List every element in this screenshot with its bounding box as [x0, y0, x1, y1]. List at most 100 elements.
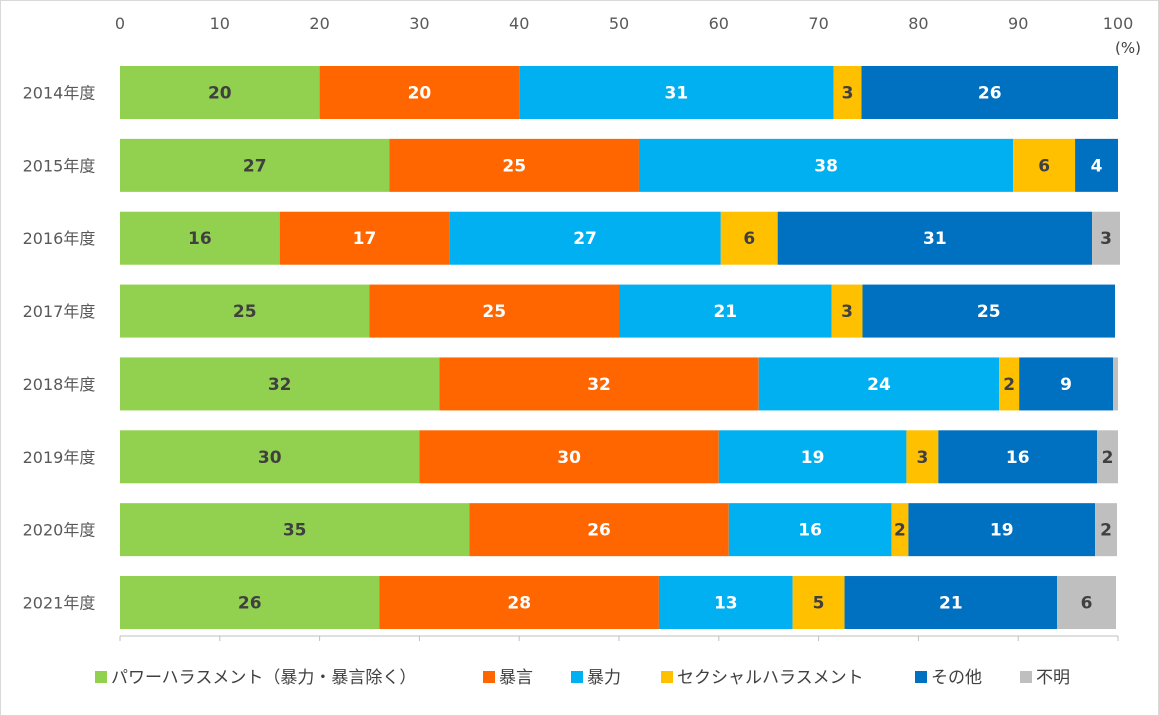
data-label: 26	[978, 84, 1002, 104]
data-label: 21	[939, 594, 963, 614]
bar-segment	[906, 430, 939, 484]
data-label: 3	[841, 302, 853, 322]
bar-segment	[862, 284, 1116, 338]
data-label: 3	[916, 448, 928, 468]
legend-label: セクシャルハラスメント	[677, 668, 864, 688]
x-tick-label: 0	[115, 14, 125, 33]
bar-segment	[1057, 576, 1117, 630]
bar-segment	[319, 66, 520, 119]
bar-segment	[844, 576, 1058, 630]
x-tick-label: 40	[509, 14, 529, 33]
bar-segment	[1095, 503, 1118, 557]
data-label: 21	[713, 302, 737, 322]
legend-swatch	[483, 671, 495, 683]
bar-segment	[1019, 357, 1114, 411]
legend-label: その他	[931, 668, 982, 688]
category-label: 2016年度	[23, 229, 96, 248]
category-label: 2018年度	[23, 375, 96, 394]
bar-segment	[861, 66, 1118, 119]
data-label: 2	[894, 521, 906, 541]
bar-segment	[1013, 138, 1076, 192]
bar-segment	[720, 211, 778, 265]
legend-swatch	[571, 671, 583, 683]
bar-segment	[120, 357, 440, 411]
bar-segment	[938, 430, 1098, 484]
data-label: 27	[573, 229, 597, 249]
legend-swatch	[1020, 671, 1032, 683]
category-label: 2014年度	[23, 84, 96, 103]
legend-label: パワーハラスメント（暴力・暴言除く）	[111, 668, 416, 688]
category-label: 2021年度	[23, 594, 96, 613]
bar-segment	[439, 357, 759, 411]
bar-segment	[831, 284, 863, 338]
bar-segment	[469, 503, 729, 557]
bar-segment	[1092, 211, 1120, 265]
data-label: 9	[1060, 375, 1072, 395]
category-label: 2020年度	[23, 521, 96, 540]
data-label: 25	[233, 302, 257, 322]
data-label: 30	[557, 448, 581, 468]
legend-swatch	[915, 671, 927, 683]
bar-segment	[891, 503, 909, 557]
data-label: 6	[1038, 156, 1050, 176]
x-tick-label: 50	[609, 14, 629, 33]
bar-segment	[718, 430, 907, 484]
x-tick-label: 90	[1008, 14, 1028, 33]
data-label: 20	[208, 84, 232, 104]
bar-segment	[792, 576, 845, 630]
bar-segment	[638, 138, 1014, 192]
data-label: 16	[188, 229, 212, 249]
data-label: 20	[408, 84, 432, 104]
data-label: 6	[743, 229, 755, 249]
bar-segment	[908, 503, 1096, 557]
legend-swatch	[661, 671, 673, 683]
bar-segment	[658, 576, 793, 630]
data-label: 26	[238, 594, 262, 614]
data-label: 26	[587, 521, 611, 541]
data-label: 2	[1003, 375, 1015, 395]
bar-segment	[777, 211, 1093, 265]
bar-segment	[120, 576, 380, 630]
bar-segment	[120, 66, 320, 119]
data-label: 19	[801, 448, 825, 468]
bar-segment	[999, 357, 1020, 411]
bar-segment	[419, 430, 719, 484]
data-label: 3	[842, 84, 854, 104]
data-label: 24	[867, 375, 891, 395]
category-label: 2015年度	[23, 156, 96, 175]
category-label: 2019年度	[23, 448, 96, 467]
category-label: 2017年度	[23, 302, 96, 321]
bar-segment	[120, 503, 470, 557]
x-tick-label: 100	[1103, 14, 1134, 33]
data-label: 5	[813, 594, 825, 614]
legend-label: 暴言	[499, 668, 533, 688]
bar-segment	[728, 503, 892, 557]
data-label: 4	[1091, 156, 1103, 176]
x-tick-label: 80	[908, 14, 928, 33]
x-tick-label: 30	[409, 14, 429, 33]
data-label: 31	[923, 229, 947, 249]
bar-segment	[1097, 430, 1118, 484]
data-label: 16	[1006, 448, 1030, 468]
bar-segment	[1075, 138, 1118, 192]
data-label: 13	[714, 594, 738, 614]
data-label: 25	[482, 302, 506, 322]
bar-segment	[619, 284, 832, 338]
data-label: 3	[1100, 229, 1112, 249]
data-label: 38	[814, 156, 838, 176]
bar-segment	[519, 66, 834, 119]
bar-segment	[369, 284, 619, 338]
bar-segment	[120, 138, 390, 192]
x-tick-label: 70	[808, 14, 828, 33]
data-label: 25	[502, 156, 526, 176]
bar-segment	[120, 430, 420, 484]
legend-label: 不明	[1036, 668, 1070, 688]
x-tick-label: 10	[210, 14, 230, 33]
unit-label: (%)	[1115, 39, 1141, 57]
bar-segment	[833, 66, 862, 119]
bar-segment	[758, 357, 1000, 411]
data-label: 16	[798, 521, 822, 541]
x-tick-label: 20	[309, 14, 329, 33]
